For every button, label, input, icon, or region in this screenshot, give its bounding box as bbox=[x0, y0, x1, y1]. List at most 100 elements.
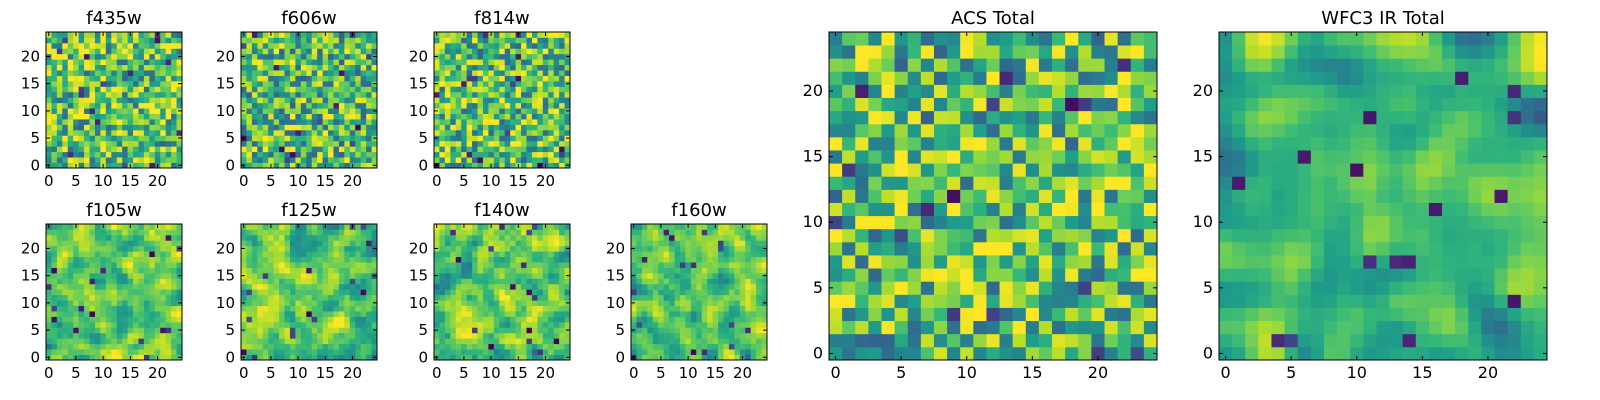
heatmap-cell bbox=[564, 157, 571, 163]
heatmap-cell bbox=[450, 338, 457, 345]
heatmap-cell bbox=[295, 327, 302, 334]
heatmap-cell bbox=[553, 256, 560, 263]
heatmap-cell bbox=[636, 311, 643, 317]
heatmap-cell bbox=[439, 135, 446, 142]
heatmap-cell bbox=[564, 86, 571, 93]
heatmap-cell bbox=[317, 102, 323, 109]
heatmap-cell bbox=[160, 327, 167, 334]
heatmap-cell bbox=[268, 135, 275, 142]
heatmap-cell bbox=[548, 162, 555, 169]
heatmap-cell bbox=[257, 157, 264, 163]
heatmap-cell bbox=[78, 32, 85, 38]
heatmap-cell bbox=[750, 294, 757, 301]
heatmap-cell bbox=[333, 157, 340, 163]
heatmap-cell bbox=[105, 300, 112, 306]
heatmap-cell bbox=[499, 343, 506, 350]
heatmap-cell bbox=[973, 189, 987, 203]
heatmap-cell bbox=[84, 256, 90, 263]
heatmap-cell bbox=[718, 289, 724, 296]
heatmap-cell bbox=[466, 283, 473, 290]
heatmap-cell bbox=[338, 70, 345, 76]
heatmap-cell bbox=[477, 311, 484, 317]
heatmap-cell bbox=[723, 316, 730, 323]
heatmap-cell bbox=[300, 240, 307, 247]
heatmap-cell bbox=[160, 256, 167, 263]
heatmap-cell bbox=[111, 354, 118, 361]
heatmap-cell bbox=[289, 240, 296, 247]
heatmap-cell bbox=[56, 37, 63, 44]
heatmap-cell bbox=[51, 338, 58, 345]
heatmap-cell bbox=[56, 113, 63, 120]
heatmap-cell bbox=[472, 251, 478, 258]
heatmap-cell bbox=[311, 262, 318, 268]
heatmap-cell bbox=[1052, 215, 1066, 230]
heatmap-cell bbox=[100, 283, 107, 290]
heatmap-cell bbox=[56, 327, 63, 334]
heatmap-cell bbox=[450, 113, 457, 120]
heatmap-cell bbox=[652, 289, 659, 296]
heatmap-cell bbox=[160, 42, 167, 49]
heatmap-cell bbox=[366, 256, 372, 263]
heatmap-cell bbox=[84, 349, 90, 355]
heatmap-cell bbox=[526, 91, 533, 98]
heatmap-cell bbox=[116, 108, 123, 114]
heatmap-cell bbox=[526, 162, 533, 169]
heatmap-cell bbox=[728, 267, 735, 274]
heatmap-cell bbox=[450, 162, 457, 169]
heatmap-cell bbox=[679, 294, 686, 301]
heatmap-cell bbox=[268, 42, 275, 49]
heatmap-cell bbox=[548, 283, 555, 290]
heatmap-cell bbox=[73, 113, 80, 120]
heatmap-cell bbox=[658, 262, 665, 268]
heatmap-cell bbox=[493, 119, 500, 125]
heatmap-cell bbox=[488, 70, 495, 76]
heatmap-cell bbox=[84, 267, 90, 274]
heatmap-cell bbox=[829, 281, 843, 295]
heatmap-cell bbox=[279, 327, 285, 334]
heatmap-cell bbox=[284, 64, 291, 71]
heatmap-cell bbox=[1104, 215, 1119, 230]
heatmap-cell bbox=[84, 327, 90, 334]
heatmap-cell bbox=[564, 305, 571, 312]
heatmap-cell bbox=[723, 240, 730, 247]
heatmap-cell bbox=[257, 151, 264, 158]
heatmap-cell bbox=[89, 157, 96, 163]
y-tick-label: 15 bbox=[606, 267, 625, 285]
heatmap-cell bbox=[349, 157, 356, 163]
heatmap-cell bbox=[289, 119, 296, 125]
heatmap-cell bbox=[295, 151, 302, 158]
heatmap-cell bbox=[461, 59, 468, 66]
heatmap-cell bbox=[360, 278, 367, 285]
heatmap-cell bbox=[171, 80, 177, 87]
heatmap-cell bbox=[488, 53, 495, 60]
heatmap-cell bbox=[105, 129, 112, 136]
heatmap-cell bbox=[67, 224, 74, 230]
heatmap-cell bbox=[696, 349, 703, 355]
heatmap-cell bbox=[521, 124, 527, 131]
heatmap-cell bbox=[450, 42, 457, 49]
heatmap-cell bbox=[279, 229, 285, 236]
heatmap-cell bbox=[734, 272, 741, 279]
heatmap-cell bbox=[493, 245, 500, 252]
heatmap-cell bbox=[1038, 255, 1053, 269]
heatmap-cell bbox=[133, 321, 139, 328]
heatmap-cell bbox=[542, 75, 549, 82]
heatmap-cell bbox=[111, 157, 118, 163]
heatmap-cell bbox=[84, 162, 90, 169]
heatmap-cell bbox=[273, 140, 280, 147]
heatmap-cell bbox=[690, 224, 697, 230]
heatmap-cell bbox=[273, 75, 280, 82]
heatmap-cell bbox=[73, 140, 80, 147]
heatmap-cell bbox=[439, 64, 446, 71]
heatmap-cell bbox=[1091, 215, 1105, 230]
panel-title: f140w bbox=[474, 200, 529, 221]
heatmap-cell bbox=[62, 234, 69, 241]
heatmap-cell bbox=[542, 229, 549, 236]
heatmap-cell bbox=[933, 294, 948, 308]
heatmap-cell bbox=[78, 151, 85, 158]
heatmap-cell bbox=[284, 157, 291, 163]
heatmap-cell bbox=[745, 349, 752, 355]
heatmap-cell bbox=[251, 316, 258, 323]
heatmap-cell bbox=[127, 305, 134, 312]
heatmap-cell bbox=[122, 53, 128, 60]
